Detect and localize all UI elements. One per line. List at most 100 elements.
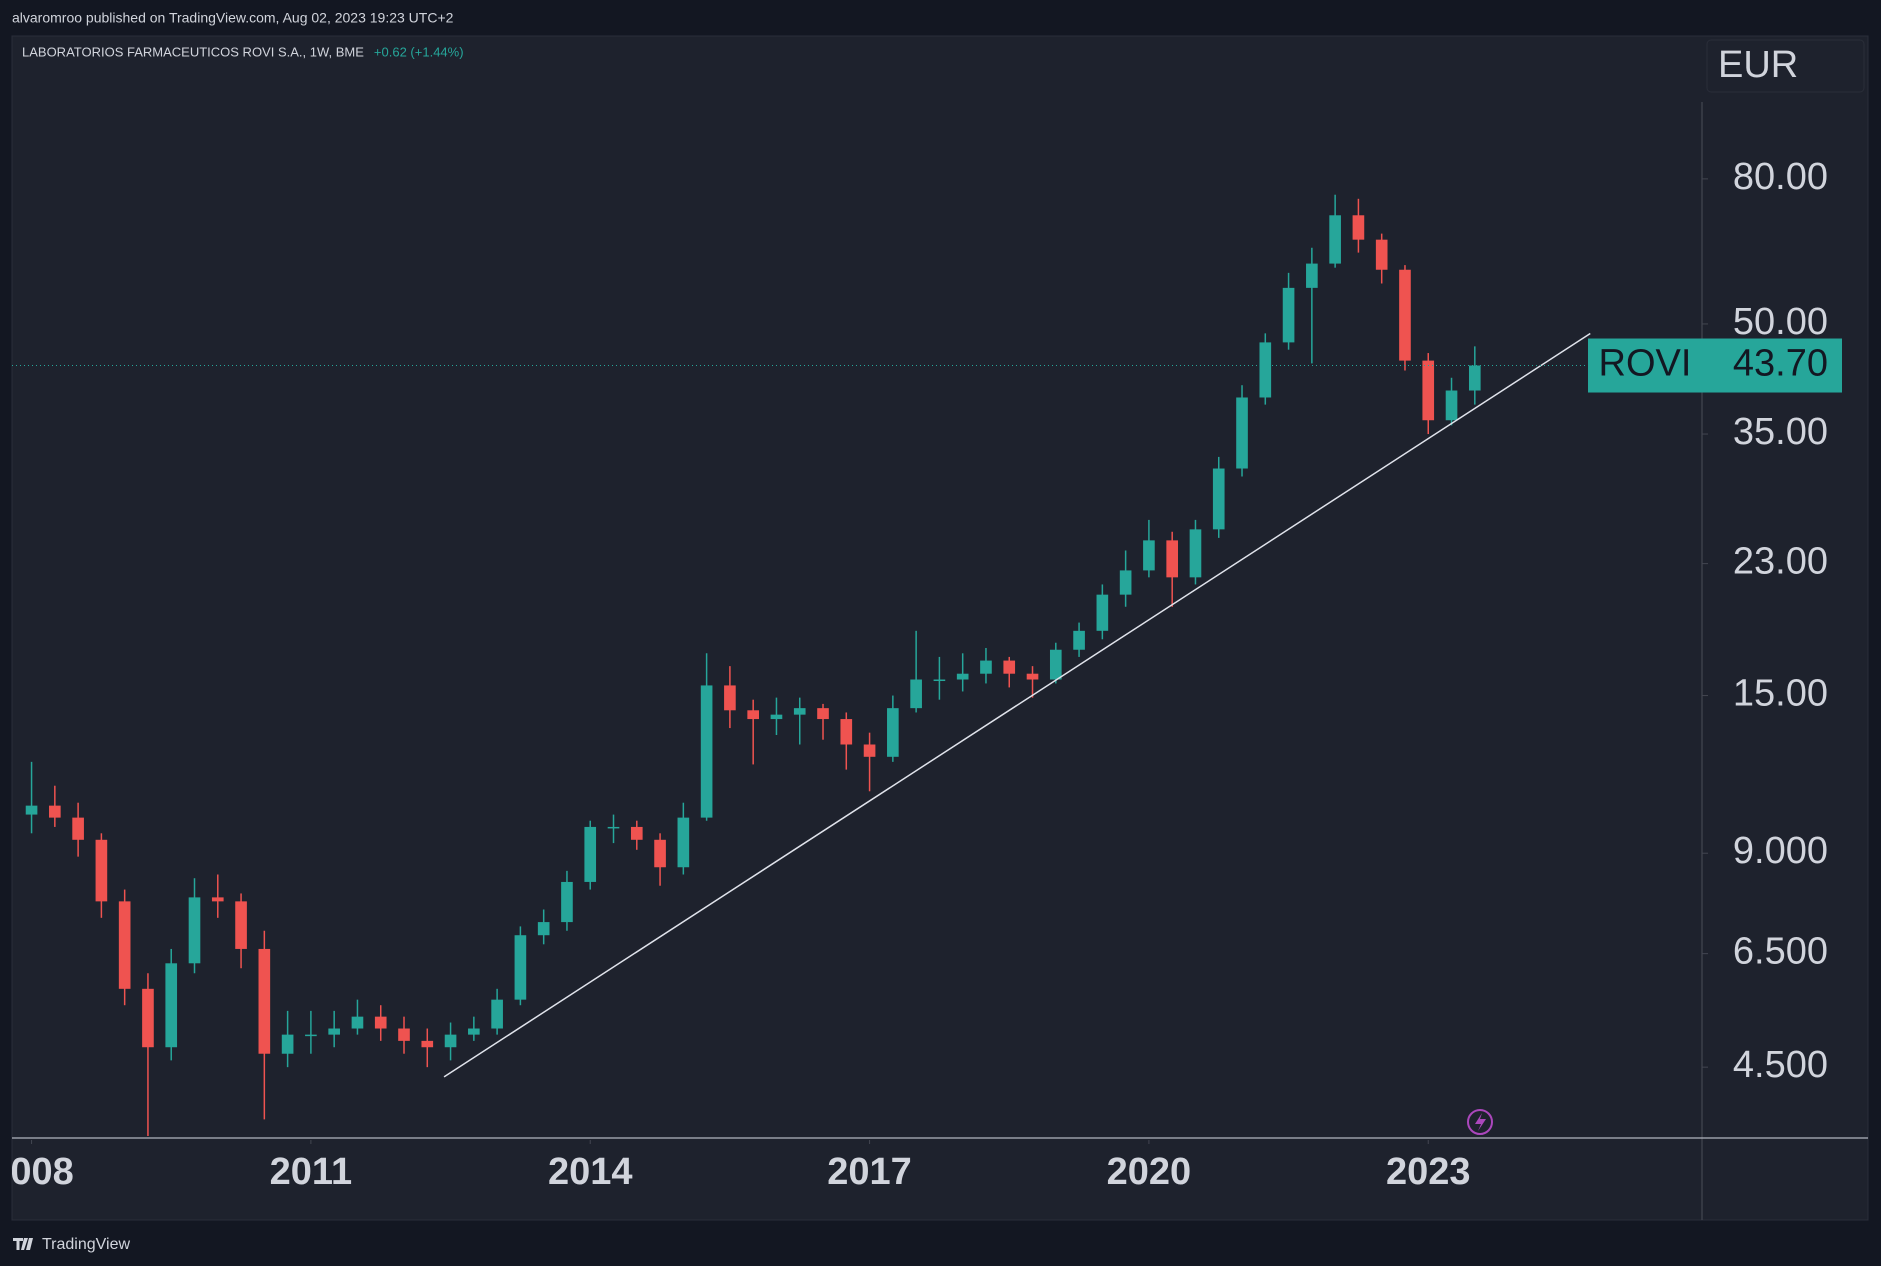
last-price-box (1702, 338, 1842, 393)
candle-body (374, 1016, 387, 1029)
candle-body (980, 660, 992, 674)
candle-body (1422, 360, 1435, 421)
candle-body (165, 963, 178, 1048)
candle-body (72, 817, 84, 840)
y-tick-label: 15.00 (1733, 673, 1828, 715)
alert-bolt (1475, 1113, 1486, 1131)
y-tick-label: 35.00 (1733, 411, 1828, 453)
candle-body (1399, 269, 1411, 361)
candle-body (444, 1034, 457, 1048)
candle-body (747, 710, 759, 720)
candle-body (817, 708, 829, 720)
y-tick-label: 23.00 (1733, 541, 1828, 583)
candle-body (654, 839, 666, 868)
candle-body (1119, 570, 1132, 595)
candle-body (142, 988, 154, 1048)
candle-body (1003, 660, 1016, 674)
alert-circle (1467, 1109, 1493, 1135)
y-tick-label: 9.000 (1733, 830, 1828, 872)
brand: TradingView (42, 1236, 130, 1253)
last-price-label: 43.70 (1733, 343, 1828, 385)
candle-body (863, 744, 876, 757)
candle-body (398, 1028, 410, 1041)
candle-body (468, 1028, 480, 1035)
candle-body (700, 685, 713, 818)
candle-body (537, 922, 550, 936)
candle-body (1189, 529, 1202, 578)
alert-icon[interactable] (1467, 1109, 1493, 1135)
candle-body (561, 881, 573, 923)
candle-body (1352, 215, 1365, 240)
candle-body (1375, 239, 1388, 270)
candle-body (305, 1034, 317, 1037)
candle-body (491, 999, 503, 1029)
candle-body (1096, 594, 1109, 631)
candle-body (677, 817, 690, 868)
price-change: +0.62 (+1.44%) (374, 44, 464, 59)
candle-body (211, 897, 224, 902)
candle-body (1282, 287, 1295, 343)
candle-body (1049, 649, 1062, 680)
candle-body (1468, 365, 1481, 391)
candle-body (421, 1040, 434, 1048)
trendline (443, 332, 1591, 1078)
candle-body (770, 714, 783, 720)
x-tick-label: 2008 (0, 1151, 74, 1193)
logo-mark (13, 1238, 33, 1250)
candle-body (630, 826, 643, 840)
currency: EUR (1718, 44, 1798, 86)
candle-body (1445, 390, 1458, 421)
candle-body (258, 948, 271, 1054)
y-tick-label: 6.500 (1733, 931, 1828, 973)
y-tick-label: 50.00 (1733, 301, 1828, 343)
x-tick-label: 2023 (1386, 1151, 1471, 1193)
candle-body (1306, 263, 1318, 288)
candle-body (514, 935, 527, 1000)
x-axis: 2008 2011 2014 2017 2020 2023 (0, 1140, 1471, 1193)
plot-area (12, 194, 1702, 1137)
footer-logo[interactable]: TradingView (13, 1236, 130, 1253)
candle-body (1143, 540, 1155, 571)
candle-body (584, 826, 597, 882)
candle-body (793, 708, 806, 715)
currency-box[interactable] (1706, 39, 1865, 93)
candle-body (118, 901, 131, 989)
candle-body (1329, 215, 1341, 264)
symbol-label-box (1588, 338, 1702, 393)
y-tick-label: 80.00 (1733, 156, 1828, 198)
published-note: alvaromroo published on TradingView.com,… (12, 10, 454, 26)
candle-body (1212, 468, 1225, 530)
candle-body (235, 901, 247, 949)
candle-body (25, 805, 38, 815)
candle-body (95, 839, 108, 902)
candle-body (1026, 673, 1039, 680)
symbol-label: ROVI (1599, 343, 1692, 385)
price-labels: ROVI 43.70 (1588, 338, 1842, 393)
candle-body (188, 897, 201, 964)
candle-body (49, 805, 61, 818)
candle-body (956, 673, 969, 680)
candle-body (351, 1016, 364, 1029)
x-tick-label: 2020 (1107, 1151, 1192, 1193)
candle-body (1166, 540, 1179, 578)
candle-body (328, 1028, 340, 1035)
y-tick-label: 4.500 (1733, 1044, 1828, 1086)
x-tick-label: 2014 (548, 1151, 633, 1193)
y-axis: 80.00 50.00 35.00 23.00 15.00 9.000 6.500 4.500 (1702, 156, 1828, 1086)
candle-body (724, 685, 736, 711)
chart-pane (11, 35, 1869, 1221)
candle-body (1073, 630, 1085, 650)
chart-title: LABORATORIOS FARMACEUTICOS ROVI S.A., 1W… (22, 44, 364, 59)
candle-body (933, 679, 946, 682)
candle-body (1236, 397, 1248, 469)
candle-body (1259, 342, 1272, 398)
candle-body (281, 1034, 294, 1054)
x-tick-label: 2011 (270, 1151, 352, 1193)
candle-body (607, 826, 620, 829)
candle-body (910, 679, 922, 709)
candle-body (887, 708, 899, 757)
x-tick-label: 2017 (827, 1151, 912, 1193)
candle-body (840, 719, 853, 745)
